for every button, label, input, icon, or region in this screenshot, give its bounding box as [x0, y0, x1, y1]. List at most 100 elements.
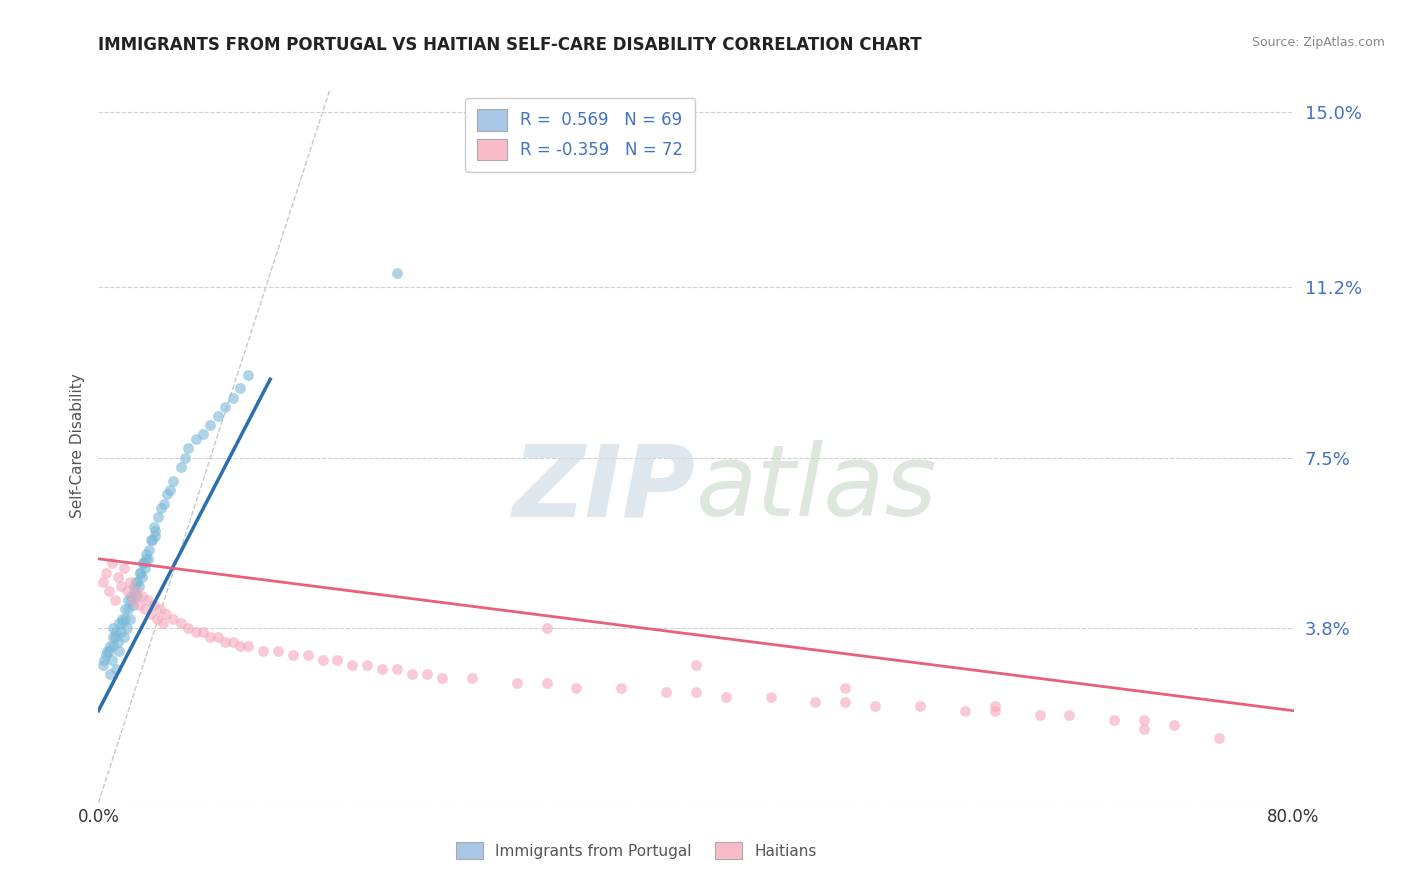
- Point: [91, 657, 114, 672]
- Point: [401, 666, 423, 681]
- Point: [135, 547, 157, 561]
- Point: [311, 653, 333, 667]
- Point: [112, 630, 135, 644]
- Point: [536, 676, 558, 690]
- Point: [104, 593, 127, 607]
- Point: [207, 630, 229, 644]
- Point: [103, 640, 125, 654]
- Point: [536, 621, 558, 635]
- Text: ZIP: ZIP: [513, 441, 696, 537]
- Point: [983, 699, 1005, 714]
- Point: [156, 487, 179, 501]
- Point: [267, 644, 290, 658]
- Point: [121, 593, 143, 607]
- Point: [110, 579, 132, 593]
- Point: [162, 474, 184, 488]
- Point: [112, 561, 135, 575]
- Point: [114, 602, 136, 616]
- Point: [91, 574, 114, 589]
- Point: [129, 566, 152, 580]
- Point: [117, 602, 139, 616]
- Point: [128, 579, 150, 593]
- Point: [145, 612, 167, 626]
- Point: [565, 681, 588, 695]
- Point: [108, 644, 131, 658]
- Point: [155, 607, 177, 621]
- Point: [94, 648, 117, 663]
- Point: [714, 690, 737, 704]
- Point: [115, 584, 138, 599]
- Point: [128, 598, 150, 612]
- Point: [107, 634, 129, 648]
- Point: [685, 657, 707, 672]
- Point: [125, 584, 148, 599]
- Point: [96, 644, 118, 658]
- Point: [134, 602, 156, 616]
- Point: [177, 442, 200, 456]
- Point: [150, 501, 173, 516]
- Point: [506, 676, 529, 690]
- Point: [143, 524, 166, 538]
- Point: [124, 579, 146, 593]
- Point: [1104, 713, 1126, 727]
- Point: [200, 418, 222, 433]
- Point: [105, 625, 128, 640]
- Text: atlas: atlas: [696, 441, 938, 537]
- Point: [143, 529, 166, 543]
- Point: [139, 533, 162, 548]
- Point: [371, 662, 394, 676]
- Point: [134, 561, 156, 575]
- Point: [804, 694, 827, 708]
- Point: [908, 699, 931, 714]
- Point: [236, 640, 259, 654]
- Point: [229, 381, 252, 395]
- Point: [131, 570, 153, 584]
- Point: [101, 653, 124, 667]
- Point: [1059, 708, 1081, 723]
- Point: [108, 616, 131, 631]
- Point: [953, 704, 976, 718]
- Point: [174, 450, 197, 465]
- Point: [121, 598, 143, 612]
- Point: [297, 648, 319, 663]
- Point: [125, 574, 148, 589]
- Point: [159, 483, 181, 497]
- Point: [101, 557, 124, 571]
- Point: [200, 630, 222, 644]
- Point: [105, 662, 128, 676]
- Point: [107, 570, 129, 584]
- Point: [207, 409, 229, 423]
- Point: [110, 625, 132, 640]
- Point: [1133, 722, 1156, 736]
- Point: [169, 459, 191, 474]
- Point: [118, 612, 141, 626]
- Point: [162, 612, 184, 626]
- Point: [138, 542, 160, 557]
- Legend: Immigrants from Portugal, Haitians: Immigrants from Portugal, Haitians: [449, 835, 824, 866]
- Point: [135, 551, 157, 566]
- Point: [834, 681, 856, 695]
- Point: [461, 672, 484, 686]
- Point: [1208, 731, 1230, 746]
- Point: [97, 584, 120, 599]
- Text: IMMIGRANTS FROM PORTUGAL VS HAITIAN SELF-CARE DISABILITY CORRELATION CHART: IMMIGRANTS FROM PORTUGAL VS HAITIAN SELF…: [98, 36, 922, 54]
- Point: [236, 368, 259, 382]
- Point: [136, 551, 159, 566]
- Point: [149, 602, 172, 616]
- Point: [191, 427, 214, 442]
- Point: [214, 400, 236, 414]
- Point: [177, 621, 200, 635]
- Point: [94, 566, 117, 580]
- Point: [114, 612, 136, 626]
- Point: [655, 685, 678, 699]
- Point: [169, 616, 191, 631]
- Point: [120, 589, 142, 603]
- Point: [103, 630, 125, 644]
- Point: [103, 621, 125, 635]
- Point: [132, 557, 155, 571]
- Point: [93, 653, 115, 667]
- Point: [115, 621, 138, 635]
- Point: [385, 662, 409, 676]
- Point: [184, 625, 207, 640]
- Point: [685, 685, 707, 699]
